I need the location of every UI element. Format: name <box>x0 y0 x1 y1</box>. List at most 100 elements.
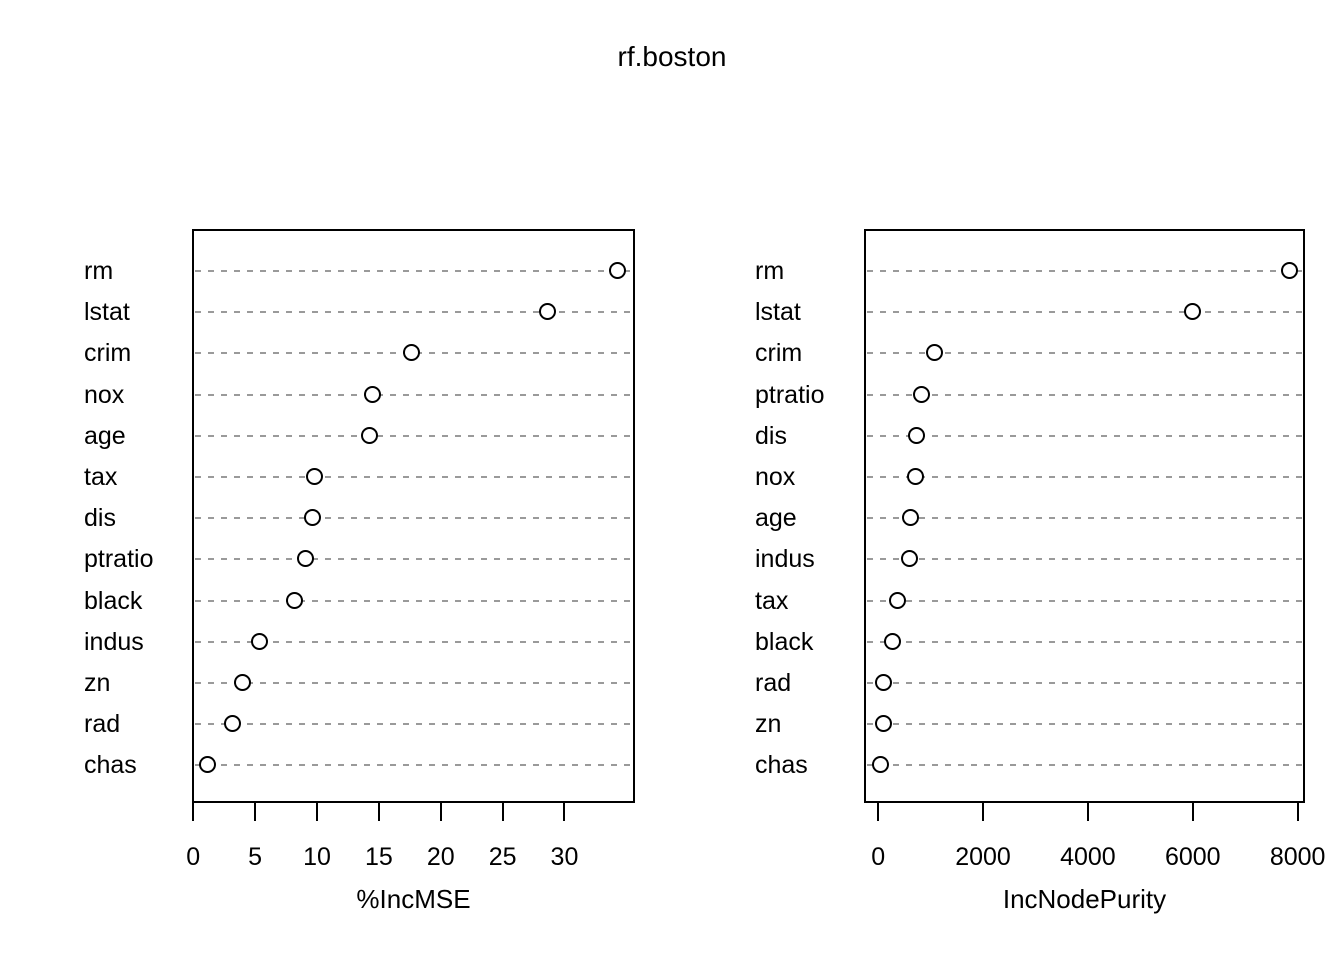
figure-title: rf.boston <box>617 41 727 72</box>
gridline <box>867 393 1302 396</box>
category-label: age <box>755 504 797 533</box>
category-label: rm <box>755 257 785 285</box>
gridline <box>195 270 632 272</box>
gridline <box>867 723 1302 726</box>
category-label: black <box>755 627 814 656</box>
gridline <box>867 311 1302 314</box>
data-point <box>1280 262 1298 279</box>
gridline <box>867 270 1302 272</box>
data-point <box>913 385 931 403</box>
gridline <box>195 476 632 478</box>
data-point <box>296 550 314 568</box>
data-point <box>199 756 217 774</box>
gridline <box>867 434 1302 437</box>
gridline <box>867 764 1302 767</box>
gridline <box>195 599 632 602</box>
gridline <box>195 393 632 396</box>
x-axis-label: %IncMSE <box>356 884 471 914</box>
x-tick-label: 20 <box>426 843 455 871</box>
category-label: rad <box>755 669 792 697</box>
category-label: chas <box>84 751 137 780</box>
category-label: ptratio <box>755 380 825 409</box>
data-point <box>907 468 925 485</box>
data-point <box>363 385 381 403</box>
gridline <box>195 640 632 643</box>
x-axis-tick <box>1086 803 1089 821</box>
x-axis-tick <box>377 803 380 821</box>
plot-box <box>192 229 635 803</box>
category-label: chas <box>755 751 808 780</box>
gridline <box>867 640 1302 643</box>
gridline <box>195 558 632 561</box>
category-label: lstat <box>84 298 130 327</box>
data-point <box>874 715 892 733</box>
data-point <box>539 303 557 321</box>
x-axis-tick <box>192 803 195 821</box>
plot-box <box>864 229 1305 803</box>
category-label: tax <box>84 463 118 491</box>
gridline <box>195 311 632 314</box>
category-label: black <box>84 586 143 615</box>
category-label: dis <box>84 504 116 533</box>
gridline <box>867 352 1302 355</box>
data-point <box>901 509 919 527</box>
x-tick-label: 8000 <box>1269 843 1326 871</box>
gridline <box>195 682 632 684</box>
data-point <box>900 550 918 568</box>
data-point <box>251 632 269 650</box>
data-point <box>1184 303 1202 321</box>
category-label: indus <box>755 545 815 574</box>
gridline <box>195 517 632 520</box>
x-axis-label: IncNodePurity <box>1002 884 1167 914</box>
data-point <box>889 591 907 609</box>
x-axis-tick <box>1296 803 1299 821</box>
x-tick-label: 6000 <box>1164 843 1221 871</box>
category-label: dis <box>755 421 787 450</box>
data-point <box>361 426 379 444</box>
data-point <box>223 715 241 733</box>
category-label: zn <box>84 669 111 697</box>
gridline <box>195 764 632 767</box>
x-tick-label: 0 <box>871 843 886 871</box>
gridline <box>867 558 1302 561</box>
category-label: crim <box>84 339 132 368</box>
x-tick-label: 2000 <box>955 843 1011 871</box>
category-label: nox <box>84 380 125 409</box>
data-point <box>403 344 421 362</box>
x-axis-tick <box>877 803 880 821</box>
x-tick-label: 30 <box>550 843 579 871</box>
data-point <box>285 591 303 609</box>
x-axis-tick <box>254 803 257 821</box>
x-axis-tick <box>563 803 566 821</box>
gridline <box>195 434 632 437</box>
gridline <box>867 476 1302 478</box>
x-axis-tick <box>439 803 442 821</box>
x-axis-tick <box>501 803 504 821</box>
data-point <box>872 756 890 774</box>
data-point <box>608 262 626 279</box>
gridline <box>867 599 1302 602</box>
data-point <box>305 468 323 485</box>
category-label: crim <box>755 339 803 368</box>
category-label: rad <box>84 710 121 739</box>
gridline <box>867 682 1302 684</box>
x-tick-label: 15 <box>364 843 393 871</box>
x-tick-label: 10 <box>303 843 331 871</box>
category-label: zn <box>755 710 782 739</box>
data-point <box>875 674 893 691</box>
category-label: indus <box>84 627 144 656</box>
category-label: rm <box>84 257 114 285</box>
data-point <box>304 509 322 527</box>
gridline <box>867 517 1302 520</box>
x-axis-tick <box>1191 803 1194 821</box>
x-tick-label: 25 <box>488 843 517 871</box>
data-point <box>233 674 251 691</box>
category-label: ptratio <box>84 545 154 574</box>
category-label: lstat <box>755 298 801 327</box>
gridline <box>195 723 632 726</box>
x-axis-tick <box>982 803 985 821</box>
x-axis-tick <box>315 803 318 821</box>
category-label: nox <box>755 463 796 491</box>
x-tick-label: 4000 <box>1060 843 1116 871</box>
